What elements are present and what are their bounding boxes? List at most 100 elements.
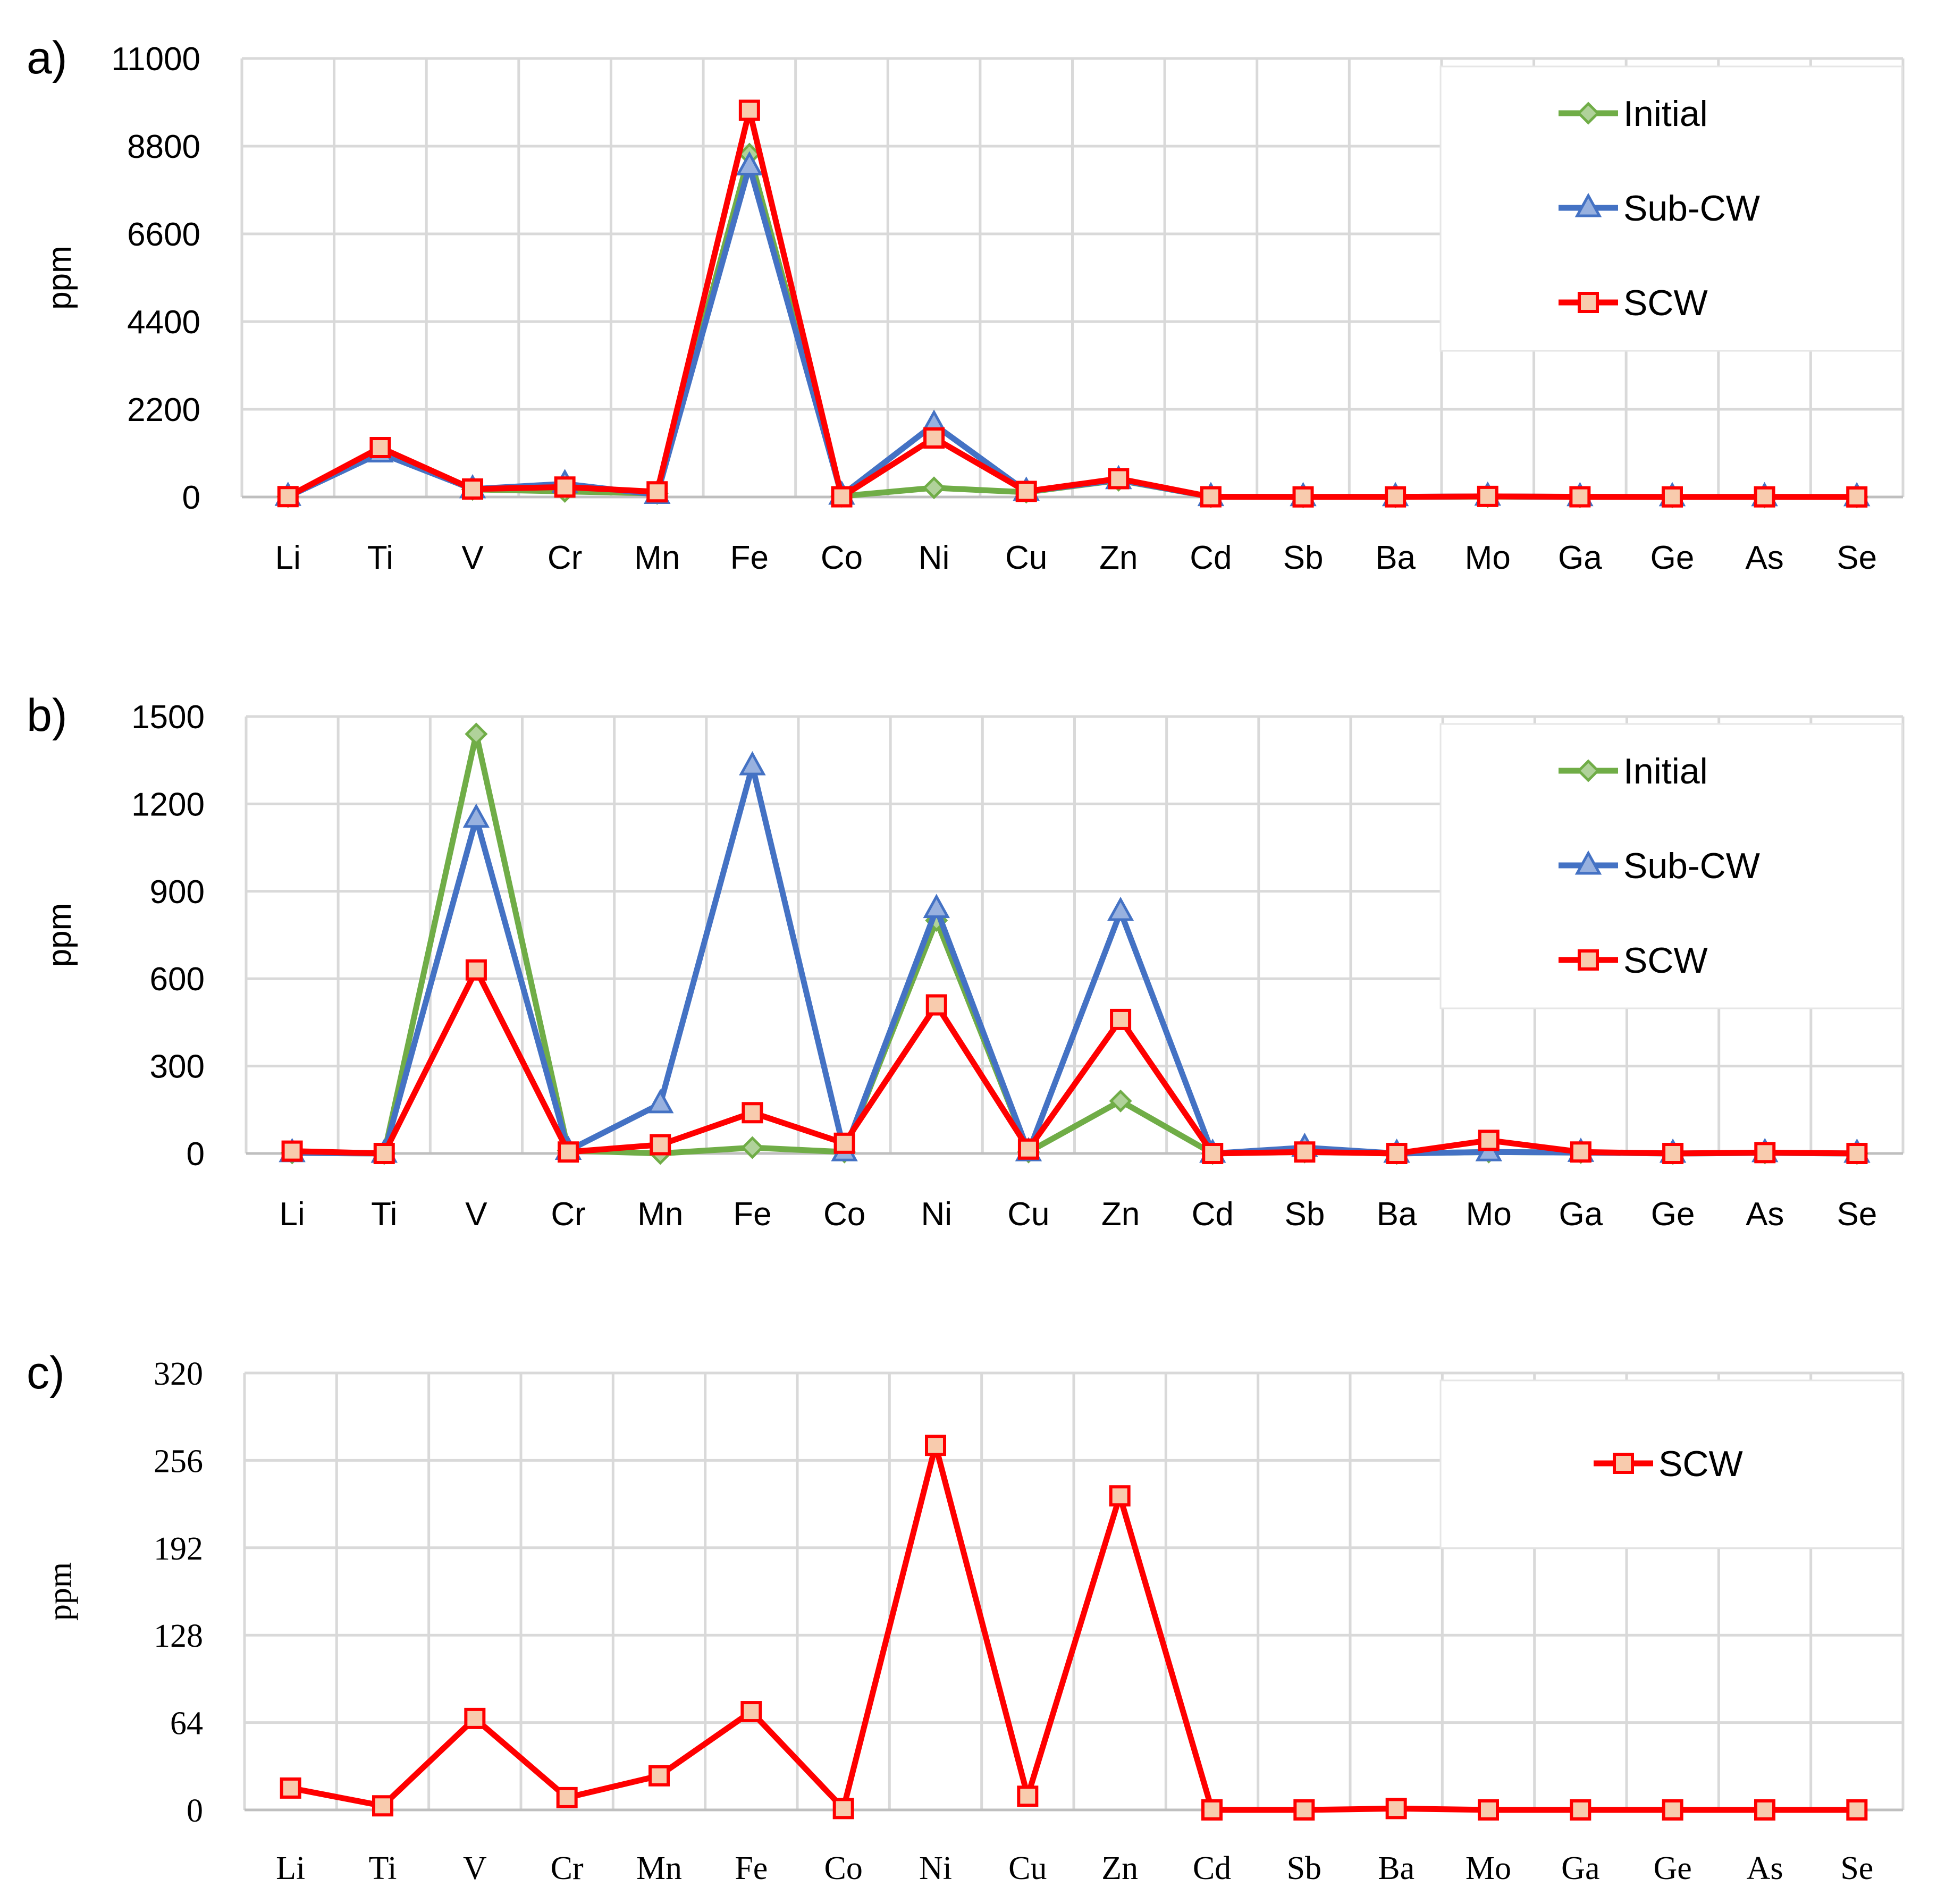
legend-label: Initial [1623,94,1708,134]
data-point [1385,486,1407,508]
y-tick-label: 1500 [131,699,205,736]
data-point [1662,1799,1683,1821]
x-tick-label: Ni [921,1196,952,1233]
panel-label: a) [27,32,67,83]
y-tick-label: 1200 [131,786,205,823]
x-tick-label: Co [821,540,863,576]
y-tick-label: 0 [187,1136,205,1173]
data-point [742,1102,763,1124]
data-point [1754,1142,1776,1164]
series-scw [277,99,1868,508]
data-point [832,1798,854,1819]
x-tick-label: As [1745,540,1783,576]
data-point [280,1777,301,1799]
y-tick-label: 4400 [127,304,200,341]
data-point [373,1143,395,1164]
data-point [372,1795,393,1817]
data-point [462,478,484,500]
legend-label: SCW [1623,940,1708,981]
x-tick-label: Ga [1558,540,1602,576]
legend-marker [1574,192,1602,217]
legend-label: SCW [1658,1444,1743,1484]
x-tick-label: Fe [730,540,769,576]
x-tick-label: Ba [1375,540,1416,576]
y-tick-label: 0 [187,1793,203,1829]
data-point [1017,1785,1039,1807]
data-point [1477,485,1498,507]
data-point [1662,1143,1684,1164]
series-scw [281,959,1868,1164]
legend-label: Sub-CW [1623,188,1760,229]
data-point [369,437,391,458]
x-tick-label: Mo [1466,1196,1512,1233]
x-tick-label: V [463,1850,487,1886]
x-tick-label: Cr [548,540,582,576]
data-point [465,722,488,746]
data-point [1846,1799,1868,1821]
x-tick-label: Co [824,1850,862,1886]
x-tick-label: Co [823,1196,865,1233]
x-tick-label: Sb [1283,540,1324,576]
x-tick-label: Ti [371,1196,397,1233]
x-tick-label: Mn [636,1850,682,1886]
legend: Initial Sub-CW SCW [1439,723,1903,1009]
y-tick-label: 2200 [127,392,200,428]
x-tick-label: Se [1840,1850,1873,1886]
series-line [290,1442,1857,1813]
x-tick-label: As [1746,1196,1784,1233]
x-tick-label: Li [276,1850,305,1886]
data-point [277,486,299,508]
legend-label: Sub-CW [1623,846,1760,886]
panel-label: c) [27,1347,65,1398]
x-tick-label: Ti [367,540,393,576]
legend-box [1439,1379,1903,1549]
data-point [740,1136,764,1159]
data-point [923,894,950,919]
data-point [281,1140,303,1162]
panel-a: 0 2200 4400 6600 8800 11000 Li Ti V Cr Mn Fe Co Ni Cu Z… [27,32,1905,576]
data-point [922,476,946,500]
y-tick-label: 320 [154,1356,203,1392]
y-tick-label: 0 [182,479,200,516]
y-axis-label: ppm [41,903,78,967]
x-tick-label: Mo [1465,540,1511,576]
y-tick-label: 128 [154,1618,203,1654]
x-tick-label: Ga [1561,1850,1599,1886]
data-point [1015,481,1037,502]
data-point [1200,486,1222,508]
legend-box [1439,65,1903,352]
x-tick-label: Cu [1005,540,1047,576]
x-tick-label: Mo [1466,1850,1511,1886]
data-point [1569,486,1591,508]
data-point [738,99,760,121]
y-tick-label: 64 [170,1706,203,1742]
x-tick-label: V [465,1196,487,1233]
x-tick-label: Ge [1651,1196,1695,1233]
data-point [923,427,945,449]
data-point [740,1701,762,1723]
data-point [462,803,490,828]
x-tick-label: As [1747,1850,1783,1886]
legend-marker [1578,949,1599,971]
x-tick-label: Cu [1008,1850,1047,1886]
y-tick-label: 6600 [127,216,200,253]
legend-label: SCW [1623,283,1708,323]
data-point [831,486,853,508]
x-tick-label: Ni [919,540,950,576]
y-tick-label: 256 [154,1443,203,1479]
series-scw [280,1435,1868,1821]
x-tick-label: Ge [1650,540,1695,576]
x-tick-label: Ba [1378,1850,1414,1886]
panel-b: 0 300 600 900 1200 1500 Li Ti V Cr Mn Fe Co Ni Cu Zn Cd S… [27,690,1905,1233]
legend-marker [1577,102,1600,125]
x-tick-label: Se [1837,540,1877,576]
series-line [292,967,1857,1157]
legend-marker [1613,1453,1634,1474]
panel-label: b) [27,690,67,741]
x-tick-label: Zn [1101,1196,1140,1233]
data-point [1478,1130,1500,1151]
series-line [287,107,1857,500]
x-tick-label: Se [1837,1196,1877,1233]
x-tick-label: Li [279,1196,305,1233]
